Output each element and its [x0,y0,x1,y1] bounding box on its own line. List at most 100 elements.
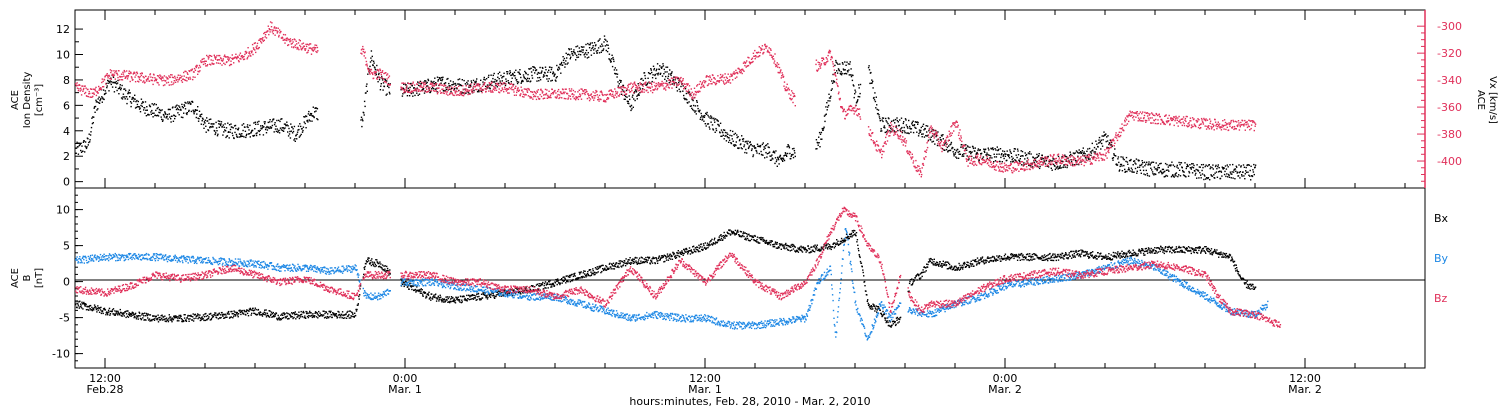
data-point [974,150,976,152]
data-point [535,98,538,101]
data-point [949,144,951,146]
data-point [602,100,605,102]
data-point [546,97,548,99]
data-point [784,87,786,90]
data-point [439,90,441,92]
data-point [748,57,750,59]
data-point [639,91,641,94]
data-point [746,60,748,62]
data-point [307,121,309,123]
data-point [1059,162,1061,164]
data-point [685,90,688,92]
data-point [667,77,669,80]
data-point [464,83,467,85]
data-point [488,90,490,92]
data-point [185,102,187,104]
data-point [1162,121,1165,124]
data-point [719,122,722,124]
data-point [907,132,909,134]
data-point [939,143,941,145]
data-point [975,152,978,154]
data-point [692,98,694,100]
data-point [1125,160,1127,163]
data-point [1090,152,1093,154]
data-point [312,50,314,52]
data-point [558,68,561,70]
data-point [688,91,691,93]
data-point [950,134,953,137]
data-point [884,142,886,144]
data-point [599,38,601,40]
data-point [1070,153,1072,156]
data-point [898,124,900,127]
data-point [702,84,705,86]
data-point [738,147,740,149]
data-point [501,87,503,89]
data-point [486,84,489,86]
data-point [96,109,98,111]
data-point [205,125,207,127]
data-point [80,151,83,153]
data-point [880,150,882,152]
data-point [822,57,824,59]
data-point [855,109,858,112]
data-point [462,85,464,87]
data-point [1111,139,1113,141]
data-point [485,88,488,90]
data-point [419,85,421,88]
data-point [1182,171,1184,173]
data-point [503,91,505,93]
data-point [82,141,85,143]
data-point [81,145,83,147]
data-point [606,97,609,99]
data-point [1038,155,1040,157]
data-point [377,69,379,71]
data-point [266,31,268,33]
data-point [97,98,99,100]
data-point [267,25,269,27]
data-point [735,69,737,72]
data-point [235,133,238,136]
data-point [209,63,211,65]
data-point [413,87,415,89]
data-point [775,150,777,152]
data-point [544,93,546,96]
data-point [133,98,135,100]
data-point [1247,164,1250,166]
data-point [462,91,464,94]
data-point [137,75,139,78]
data-point [531,74,533,77]
data-point [1063,155,1066,158]
data-point [733,145,736,147]
data-point [405,86,408,88]
data-point [646,89,648,91]
data-point [1238,164,1240,166]
data-point [113,81,115,83]
data-point [584,93,586,96]
data-point [554,73,556,75]
data-point [1252,171,1255,173]
top-right-tick-label: -300 [1437,20,1462,33]
data-point [387,83,389,86]
data-point [369,65,371,68]
data-point [240,135,242,138]
data-point [148,114,150,116]
data-point [596,52,598,54]
data-point [1073,152,1075,155]
data-point [984,151,986,153]
data-point [371,72,373,74]
data-point [575,99,577,101]
data-point [110,78,112,80]
data-point [300,48,302,50]
data-point [92,95,94,98]
data-point [562,91,565,93]
data-point [747,56,749,59]
data-point [498,78,500,80]
data-point [134,72,136,74]
data-point [916,166,918,169]
data-point [675,76,677,78]
data-point [1097,155,1099,157]
data-point [858,84,860,86]
data-point [380,71,382,74]
data-point [570,48,572,50]
